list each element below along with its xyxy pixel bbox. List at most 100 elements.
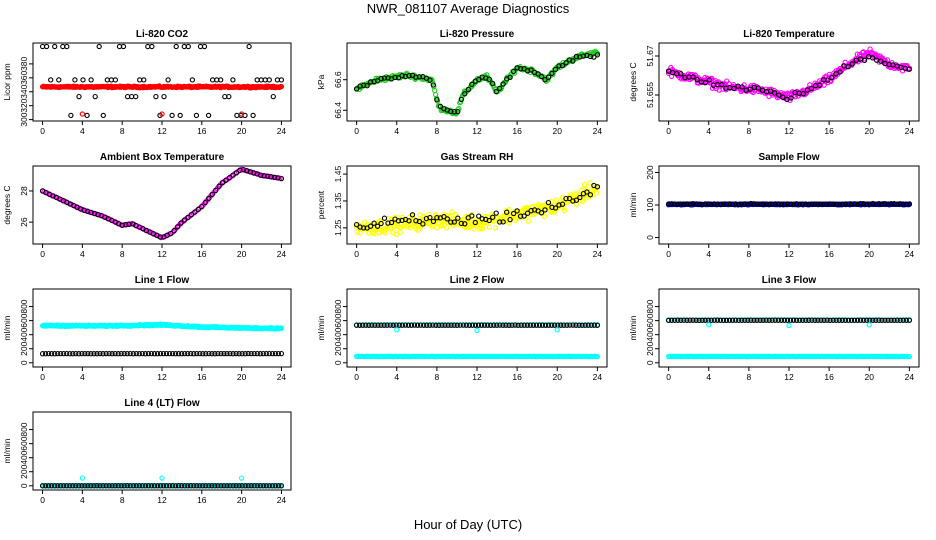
data-point-black (736, 317, 742, 323)
data-point-black (669, 201, 675, 207)
data-points (665, 317, 913, 360)
data-point-black (665, 201, 672, 207)
y-tick-label: 400 (19, 450, 29, 464)
data-point-black (839, 317, 845, 323)
data-point-black (757, 201, 763, 207)
y-tick-label: 380 (19, 57, 29, 71)
data-point-black (239, 351, 245, 357)
x-tick-label: 16 (824, 126, 834, 136)
data-point-black (845, 317, 852, 323)
y-tick-label: 200 (645, 165, 655, 179)
data-point-black (861, 317, 867, 323)
x-tick-label: 12 (784, 126, 794, 136)
data-point-black (421, 322, 427, 328)
data-point-black (507, 216, 513, 223)
data-point-black (556, 202, 562, 208)
data-point-black (353, 86, 360, 92)
data-point-black (702, 80, 709, 86)
data-point-black (454, 322, 460, 328)
x-tick-label: 0 (354, 126, 359, 136)
data-point-black (708, 317, 714, 323)
data-point-black_upper (218, 77, 224, 83)
data-point-black (806, 201, 812, 207)
y-tick-label: 51.67 (645, 45, 655, 67)
data-point-yellow (486, 224, 493, 230)
data-point-black (442, 322, 448, 328)
data-point-black (876, 317, 882, 323)
data-point-black (582, 322, 588, 328)
data-point-black (254, 483, 260, 489)
data-point-black (357, 83, 363, 89)
data-point-black (720, 317, 727, 323)
data-point-black (224, 350, 230, 357)
data-point-black (118, 350, 124, 357)
x-tick-label: 8 (747, 249, 752, 259)
data-point-black (577, 194, 583, 201)
data-point-black (154, 351, 161, 357)
data-point-black (390, 322, 396, 328)
y-axis-label: kPa (316, 74, 326, 89)
data-point-black (64, 483, 70, 489)
data-point-black (861, 201, 867, 207)
data-point-black (185, 483, 191, 489)
data-point-black (266, 483, 272, 489)
data-point-black (378, 322, 384, 328)
data-point-green (456, 105, 462, 112)
data-point-black (885, 317, 891, 323)
data-point-black (124, 483, 130, 489)
data-point-black (245, 483, 251, 489)
panel-title: Line 4 (LT) Flow (124, 398, 200, 409)
data-point-black (174, 224, 181, 230)
panel-title: Sample Flow (758, 152, 819, 163)
x-tick-label: 20 (553, 372, 563, 382)
data-point-black (466, 322, 473, 328)
data-point-black_upper (165, 77, 171, 83)
data-point-black (85, 350, 91, 357)
data-point-black_upper (205, 112, 212, 119)
data-point-black (711, 317, 717, 323)
data-point-black (360, 82, 367, 88)
data-point-black (233, 350, 239, 357)
x-tick-label: 16 (197, 495, 207, 505)
data-point-black (903, 201, 909, 207)
x-tick-label: 8 (120, 495, 125, 505)
y-tick-label: 200 (19, 341, 29, 355)
y-tick-label: 600 (645, 313, 655, 327)
data-point-black (486, 217, 492, 224)
x-tick-label: 8 (120, 249, 125, 259)
data-point-black (780, 94, 786, 100)
data-point-black (684, 201, 690, 207)
data-point-black (427, 214, 433, 221)
data-point-black (197, 483, 203, 489)
data-point-black (542, 322, 549, 328)
data-point-black (353, 221, 360, 228)
x-tick-label: 16 (512, 249, 522, 259)
data-point-black (699, 317, 705, 323)
data-point-black (278, 175, 285, 182)
data-point-black (197, 350, 203, 357)
data-point-black (458, 220, 464, 227)
data-point-black (742, 317, 748, 323)
x-tick-label: 8 (435, 372, 440, 382)
x-tick-label: 12 (784, 372, 794, 382)
data-point-black (278, 350, 285, 357)
data-point-black (681, 201, 687, 207)
data-point-black (878, 58, 884, 64)
data-point-black (172, 351, 179, 357)
data-point-black (797, 317, 803, 323)
data-point-black_upper (226, 93, 232, 100)
data-point-black (717, 201, 724, 208)
data-point-black (669, 317, 675, 323)
data-point-black (681, 317, 687, 323)
panel-10: Line 4 (LT) Flow 0 4 8 12 16 20 24 0 200400600800… (2, 398, 292, 505)
data-point-black_upper (72, 77, 78, 83)
data-point-black (203, 483, 209, 489)
data-point-black (754, 317, 760, 323)
data-point-black (514, 208, 520, 214)
y-tick-label: 100 (645, 198, 655, 212)
panel-title: Li-820 Pressure (440, 29, 515, 40)
data-point-black (781, 201, 788, 207)
x-tick-label: 4 (394, 126, 399, 136)
x-tick-label: 16 (512, 126, 522, 136)
x-tick-label: 0 (666, 126, 671, 136)
